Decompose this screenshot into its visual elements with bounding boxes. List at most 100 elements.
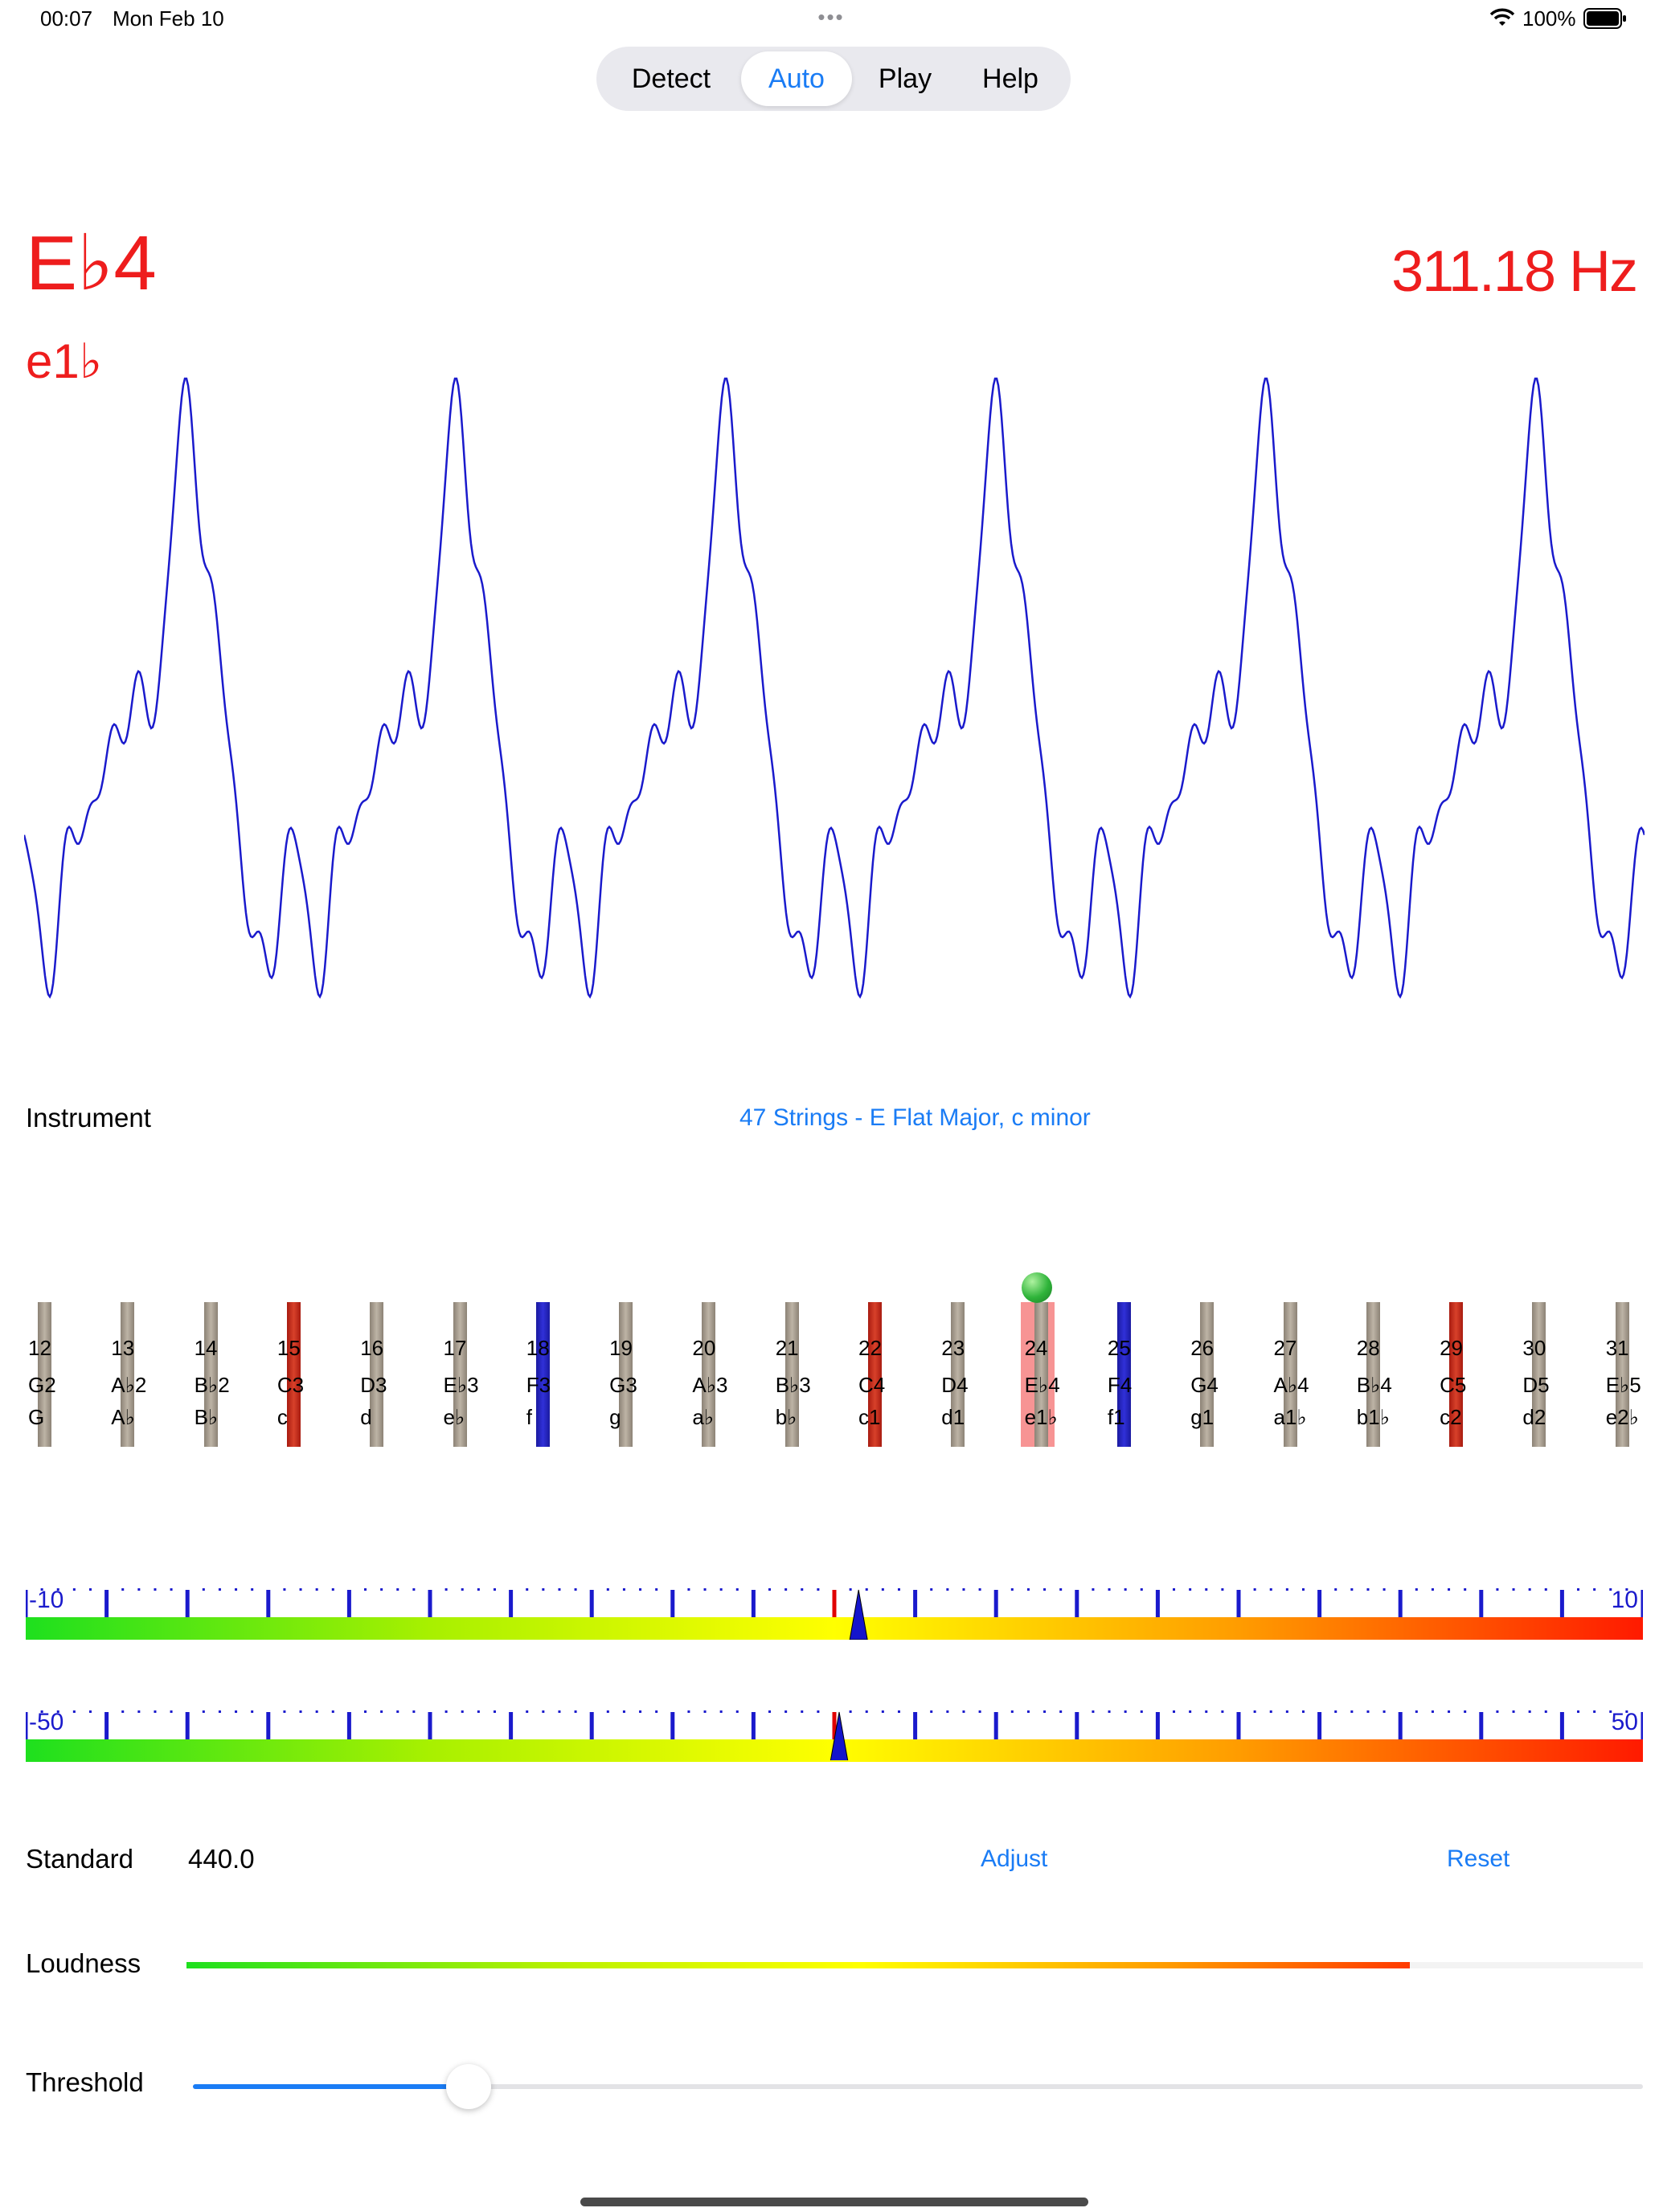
string-26[interactable] — [1200, 1302, 1215, 1447]
meter-coarse-svg-minor-tick — [1043, 1710, 1047, 1713]
meter-fine-svg-minor-tick — [801, 1588, 804, 1591]
string-15-alt-label: c — [276, 1405, 288, 1429]
meter-fine-svg-minor-tick — [364, 1588, 367, 1591]
waveform-line — [24, 377, 1645, 999]
string-23-alt-label: d1 — [941, 1405, 965, 1429]
string-12[interactable] — [38, 1302, 51, 1447]
meter-fine-svg-minor-tick — [526, 1588, 529, 1591]
string-30[interactable] — [1532, 1302, 1546, 1447]
meter-coarse-svg-minor-tick — [1059, 1710, 1063, 1713]
meter-coarse-svg-minor-tick — [703, 1710, 707, 1713]
string-18[interactable] — [535, 1302, 550, 1447]
string-27-alt-label: a1♭ — [1273, 1405, 1307, 1429]
string-23-note-label: D4 — [941, 1373, 969, 1397]
string-20[interactable] — [702, 1302, 716, 1447]
meter-fine-svg-minor-tick — [1609, 1588, 1612, 1591]
string-29-alt-label: c2 — [1440, 1405, 1462, 1429]
string-14-note-label: B♭2 — [194, 1373, 230, 1397]
string-26-note-label: G4 — [1190, 1373, 1219, 1397]
wifi-icon — [1489, 8, 1515, 26]
string-29[interactable] — [1449, 1302, 1464, 1447]
string-17-num-label: 17 — [443, 1336, 467, 1360]
string-23[interactable] — [951, 1302, 965, 1447]
meter-fine-svg-minor-tick — [1253, 1588, 1256, 1591]
tab-help[interactable]: Help — [982, 63, 1038, 94]
string-16[interactable] — [370, 1302, 384, 1447]
string-24-alt-label: e1♭ — [1024, 1405, 1058, 1429]
meter-fine-gradient — [26, 1617, 1643, 1640]
string-19[interactable] — [619, 1302, 633, 1447]
meter-coarse-svg-minor-tick — [88, 1710, 92, 1713]
meter-coarse-svg-minor-tick — [978, 1710, 981, 1713]
meter-fine-svg-minor-tick — [1124, 1588, 1127, 1591]
meter-coarse-svg-minor-tick — [897, 1710, 900, 1713]
meter-fine-svg-minor-tick — [1092, 1588, 1095, 1591]
meter-fine-svg-minor-tick — [88, 1588, 92, 1591]
meter-coarse-svg-minor-tick — [606, 1710, 609, 1713]
meter-coarse-svg-minor-tick — [1512, 1710, 1515, 1713]
meter-coarse-svg-minor-tick — [1269, 1710, 1272, 1713]
meter-fine-svg-minor-tick — [444, 1588, 448, 1591]
string-17[interactable] — [453, 1302, 467, 1447]
meter-coarse-svg-minor-tick — [1350, 1710, 1354, 1713]
string-14[interactable] — [203, 1302, 218, 1447]
meter-fine-svg-minor-tick — [622, 1588, 625, 1591]
string-15-num-label: 15 — [276, 1336, 301, 1360]
reset-button[interactable]: Reset — [1447, 1845, 1510, 1872]
string-12-note-label: G2 — [28, 1373, 56, 1397]
string-29-num-label: 29 — [1440, 1336, 1464, 1360]
string-27-note-label: A♭4 — [1273, 1373, 1309, 1397]
string-15-note-label: C3 — [276, 1373, 305, 1397]
meter-fine-svg-minor-tick — [1010, 1588, 1014, 1591]
meter-fine-svg-minor-tick — [1544, 1588, 1547, 1591]
meter-fine-svg-minor-tick — [1448, 1588, 1451, 1591]
string-strip[interactable]: 12 G2 G 13 A♭2 A♭ 14 B♭2 B♭ 15 C3 c 16 D3 d 17 E♭3 e♭ 18 F3… — [0, 1262, 1659, 1463]
tab-auto[interactable]: Auto — [741, 51, 852, 106]
meter-fine-svg-minor-tick — [1221, 1588, 1224, 1591]
meter-fine-svg-minor-tick — [137, 1588, 141, 1591]
string-24[interactable] — [1034, 1302, 1048, 1447]
meter-fine-svg-minor-tick — [1269, 1588, 1272, 1591]
home-indicator[interactable] — [580, 2198, 1088, 2206]
meter-fine-needle — [849, 1589, 868, 1640]
battery-percent: 100% — [1522, 6, 1576, 31]
string-31-alt-label: e2♭ — [1605, 1405, 1639, 1429]
meter-coarse-svg-minor-tick — [235, 1710, 238, 1713]
string-25-note-label: F4 — [1107, 1373, 1133, 1397]
meter-fine-svg-minor-tick — [784, 1588, 788, 1591]
adjust-button[interactable]: Adjust — [981, 1845, 1048, 1872]
meter-fine-svg-minor-tick — [72, 1588, 76, 1591]
string-21[interactable] — [784, 1302, 799, 1447]
instrument-selector[interactable]: 47 Strings - E Flat Major, c minor — [739, 1104, 1091, 1131]
meter-fine-svg-minor-tick — [574, 1588, 577, 1591]
string-24-note-label: E♭4 — [1024, 1373, 1060, 1397]
meter-fine-svg-minor-tick — [735, 1588, 739, 1591]
string-20-note-label: A♭3 — [692, 1373, 728, 1397]
tab-play[interactable]: Play — [878, 63, 932, 94]
string-24-num-label: 24 — [1024, 1336, 1048, 1360]
string-22[interactable] — [868, 1302, 882, 1447]
multitask-dots-icon[interactable]: ••• — [817, 5, 845, 29]
meter-coarse-svg-minor-tick — [1010, 1710, 1014, 1713]
meter-fine-svg-minor-tick — [1512, 1588, 1515, 1591]
string-25[interactable] — [1116, 1302, 1131, 1447]
string-15[interactable] — [286, 1302, 301, 1447]
string-27[interactable] — [1283, 1302, 1297, 1447]
meter-fine-svg-minor-tick — [1496, 1588, 1499, 1591]
tab-detect[interactable]: Detect — [631, 63, 711, 94]
string-13[interactable] — [121, 1302, 135, 1447]
meter-coarse-svg-minor-tick — [331, 1710, 334, 1713]
string-31[interactable] — [1615, 1302, 1629, 1447]
string-13-alt-label: A♭ — [111, 1405, 135, 1429]
threshold-slider-track[interactable] — [193, 2084, 1643, 2089]
meter-fine-svg-minor-tick — [897, 1588, 900, 1591]
meter-fine-svg-minor-tick — [331, 1588, 334, 1591]
meter-coarse-svg-minor-tick — [1609, 1710, 1612, 1713]
threshold-slider-thumb[interactable] — [445, 2064, 491, 2109]
string-28[interactable] — [1366, 1302, 1380, 1447]
meter-coarse-svg-minor-tick — [817, 1710, 820, 1713]
meter-coarse-svg-minor-tick — [639, 1710, 642, 1713]
meter-fine-svg-minor-tick — [542, 1588, 545, 1591]
meter-coarse-svg-minor-tick — [154, 1710, 157, 1713]
meter-coarse-svg-minor-tick — [1448, 1710, 1451, 1713]
